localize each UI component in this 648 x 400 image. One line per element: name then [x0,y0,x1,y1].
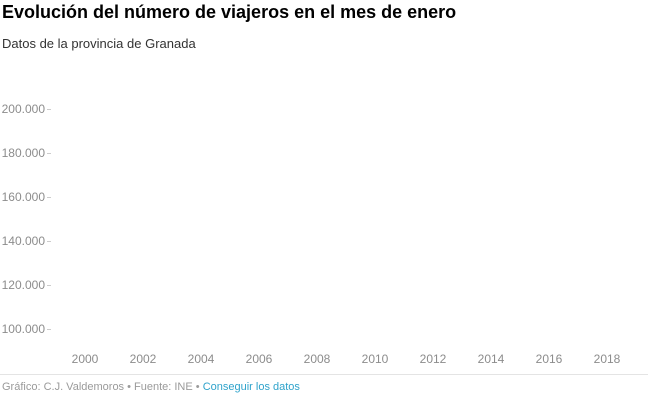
y-axis-tick-mark [47,329,51,330]
footer-credit-text: Gráfico: C.J. Valdemoros • Fuente: INE • [2,381,203,393]
x-axis-tick-label: 2010 [361,352,389,366]
y-axis-tick-mark [47,109,51,110]
y-axis-tick-label: 140.000 [1,234,45,248]
x-axis-tick-label: 2008 [303,352,331,366]
x-axis-tick-label: 2016 [535,352,563,366]
y-axis-tick-label: 180.000 [1,146,45,160]
y-axis-tick-label: 160.000 [1,190,45,204]
y-axis-tick-label: 120.000 [1,278,45,292]
y-axis-tick-mark [47,241,51,242]
footer-divider [0,374,648,375]
y-axis-tick-mark [47,197,51,198]
y-axis-tick-mark [47,285,51,286]
get-the-data-link[interactable]: Conseguir los datos [202,381,300,393]
x-axis-tick-label: 2014 [477,352,505,366]
y-axis-tick-label: 100.000 [1,322,45,336]
x-axis-tick-label: 2006 [245,352,273,366]
y-axis-tick-label: 200.000 [1,102,45,116]
plot-area [53,80,643,345]
x-axis-tick-label: 2002 [129,352,157,366]
y-axis-tick-mark [47,153,51,154]
chart-subtitle: Datos de la provincia de Granada [2,36,196,51]
x-axis-tick-label: 2004 [187,352,215,366]
chart-title: Evolución del número de viajeros en el m… [2,2,457,22]
footer-credit: Gráfico: C.J. Valdemoros • Fuente: INE •… [2,381,300,393]
x-axis-tick-label: 2012 [419,352,447,366]
x-axis-tick-label: 2000 [71,352,99,366]
x-axis-tick-label: 2018 [593,352,621,366]
